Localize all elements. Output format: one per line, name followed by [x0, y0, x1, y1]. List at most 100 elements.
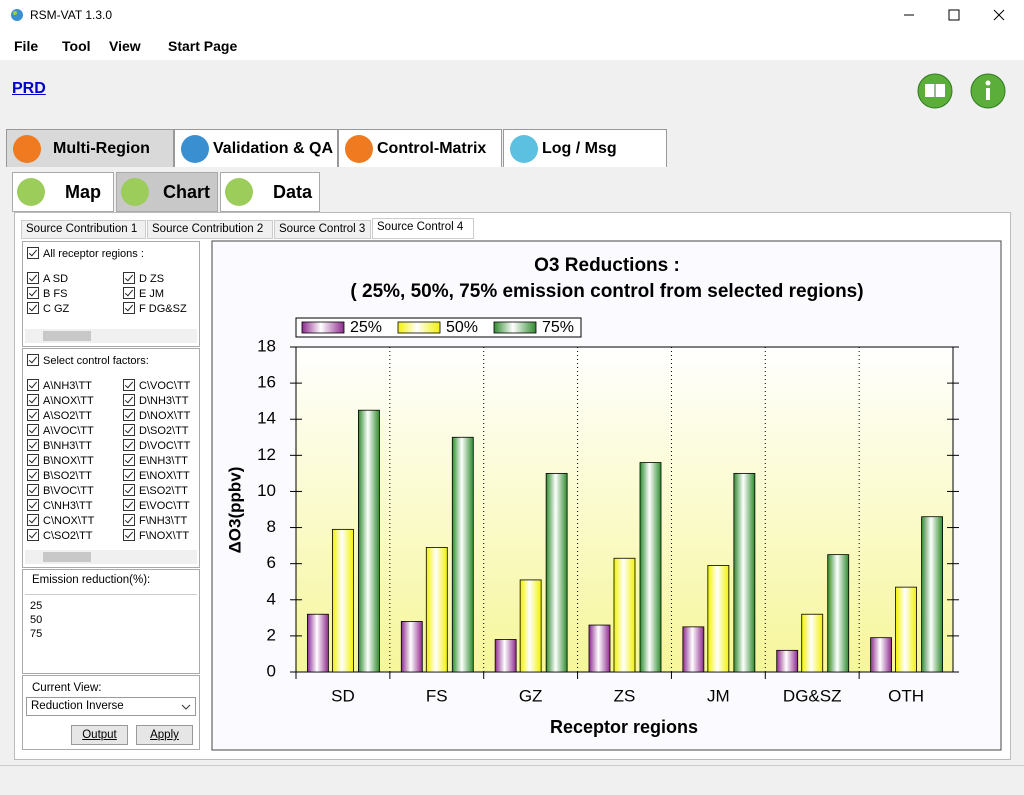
tab-icon: [510, 135, 538, 163]
checkbox[interactable]: E\NH3\TT: [123, 454, 188, 467]
bar: [921, 516, 943, 673]
output-button[interactable]: Output: [71, 725, 128, 745]
x-tick-label: OTH: [888, 686, 924, 705]
check-mark: [123, 409, 135, 421]
checkbox[interactable]: A\SO2\TT: [27, 409, 92, 422]
x-tick-label: FS: [426, 686, 448, 705]
factor-all-checkbox[interactable]: Select control factors:: [27, 354, 149, 367]
checkbox[interactable]: E\SO2\TT: [123, 484, 188, 497]
main-tab[interactable]: Control-Matrix: [338, 129, 502, 167]
tab-label: Multi-Region: [53, 140, 150, 157]
main-tab[interactable]: Log / Msg: [503, 129, 667, 167]
check-mark: [123, 424, 135, 436]
checkbox[interactable]: F\NH3\TT: [123, 514, 187, 527]
checkbox[interactable]: E\NOX\TT: [123, 469, 190, 482]
bar: [400, 621, 423, 673]
checkbox[interactable]: E JM: [123, 287, 164, 300]
checkbox[interactable]: D\NOX\TT: [123, 409, 190, 422]
check-mark: [123, 454, 135, 466]
status-bar: [0, 765, 1024, 795]
checkbox[interactable]: D\NH3\TT: [123, 394, 189, 407]
window-title: RSM-VAT 1.3.0: [30, 8, 113, 22]
checkbox[interactable]: A\NOX\TT: [27, 394, 94, 407]
tab-icon: [121, 178, 149, 206]
checkbox[interactable]: D\VOC\TT: [123, 439, 190, 452]
check-mark: [27, 469, 39, 481]
chart-subtitle: ( 25%, 50%, 75% emission control from se…: [350, 281, 863, 302]
checkbox[interactable]: C\NH3\TT: [27, 499, 93, 512]
checkbox[interactable]: C GZ: [27, 302, 69, 315]
sub-tab[interactable]: Chart: [116, 172, 218, 212]
menu-item[interactable]: Tool: [62, 38, 91, 54]
checkbox[interactable]: F\NOX\TT: [123, 529, 189, 542]
y-axis-label: ΔO3(ppbv): [225, 467, 244, 554]
checkbox[interactable]: D ZS: [123, 272, 164, 285]
menu-item[interactable]: File: [14, 38, 39, 54]
legend-swatch: [397, 321, 441, 334]
toolbar-icons[interactable]: [914, 72, 1014, 112]
h-scrollbar[interactable]: [25, 550, 197, 564]
main-tab[interactable]: Validation & QA: [174, 129, 338, 167]
checkbox[interactable]: C\SO2\TT: [27, 529, 93, 542]
tab-label: Control-Matrix: [377, 140, 487, 157]
emission-textbox[interactable]: 25 50 75: [25, 594, 197, 673]
x-tick-label: JM: [707, 686, 730, 705]
bar: [870, 637, 892, 673]
check-mark: [123, 439, 135, 451]
chart-tab[interactable]: Source Contribution 1: [21, 220, 146, 239]
view-dropdown[interactable]: Reduction Inverse: [26, 697, 196, 716]
check-mark: [27, 379, 39, 391]
prd-link[interactable]: PRD: [12, 80, 46, 97]
menu-item[interactable]: View: [109, 38, 141, 54]
bar: [682, 626, 705, 673]
window-controls[interactable]: [890, 0, 1024, 30]
x-axis-label: Receptor regions: [550, 717, 698, 737]
chart-tab[interactable]: Source Control 4: [372, 218, 474, 239]
checkbox[interactable]: B\VOC\TT: [27, 484, 94, 497]
sub-tab[interactable]: Data: [220, 172, 320, 212]
chart: O3 Reductions : ( 25%, 50%, 75% emission …: [211, 240, 1002, 751]
checkbox[interactable]: B\SO2\TT: [27, 469, 92, 482]
bar: [494, 639, 517, 673]
bar: [801, 613, 824, 673]
menu-item[interactable]: Start Page: [168, 38, 238, 54]
check-mark: [27, 499, 39, 511]
check-mark: [123, 499, 135, 511]
check-mark: [123, 272, 135, 284]
checkbox[interactable]: A\VOC\TT: [27, 424, 94, 437]
checkbox[interactable]: B\NH3\TT: [27, 439, 92, 452]
checkbox-label: B\NH3\TT: [43, 440, 92, 452]
bar: [451, 436, 474, 673]
y-tick-label: 6: [267, 553, 276, 572]
checkbox[interactable]: B FS: [27, 287, 67, 300]
h-scrollbar[interactable]: [25, 329, 197, 343]
checkbox[interactable]: F DG&SZ: [123, 302, 187, 315]
tab-label: Map: [65, 182, 101, 202]
checkbox[interactable]: B\NOX\TT: [27, 454, 94, 467]
checkbox[interactable]: A SD: [27, 272, 68, 285]
bar: [827, 554, 850, 673]
legend-label: 50%: [446, 319, 478, 336]
receptor-all-checkbox[interactable]: All receptor regions :: [27, 247, 144, 260]
bar: [545, 472, 568, 673]
checkbox-label: C GZ: [43, 303, 70, 315]
checkbox-label: A SD: [43, 273, 69, 285]
chart-tab[interactable]: Source Contribution 2: [147, 220, 273, 239]
bar: [639, 462, 662, 673]
sub-tab[interactable]: Map: [12, 172, 114, 212]
checkbox[interactable]: E\VOC\TT: [123, 499, 190, 512]
checkbox[interactable]: A\NH3\TT: [27, 379, 92, 392]
apply-button[interactable]: Apply: [136, 725, 193, 745]
tab-icon: [345, 135, 373, 163]
checkbox[interactable]: C\VOC\TT: [123, 379, 190, 392]
checkbox[interactable]: D\SO2\TT: [123, 424, 189, 437]
main-tab[interactable]: Multi-Region: [6, 129, 174, 167]
checkbox-label: E\NH3\TT: [139, 455, 188, 467]
checkbox-label: E JM: [139, 288, 165, 300]
emission-panel: Emission reduction(%): 25 50 75: [22, 569, 200, 674]
checkbox[interactable]: C\NOX\TT: [27, 514, 94, 527]
chart-tab[interactable]: Source Control 3: [274, 220, 371, 239]
check-mark: [27, 287, 39, 299]
checkbox-label: D ZS: [139, 273, 165, 285]
emission-value: 75: [30, 628, 43, 640]
